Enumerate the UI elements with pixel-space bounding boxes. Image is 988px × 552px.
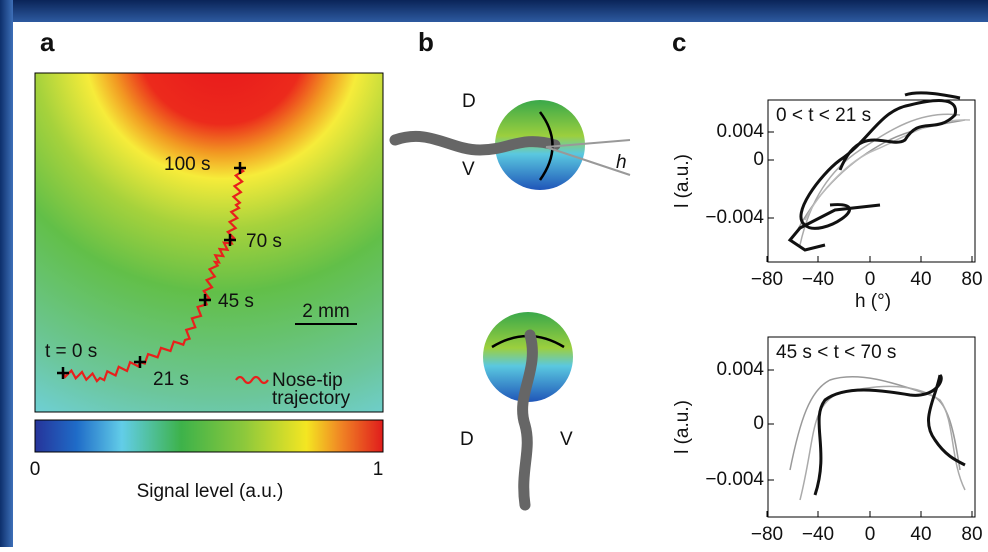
dorsal: D — [460, 429, 474, 450]
plots: 0 < t < 21 s l (a.u.) 0.004 0 −0.004 −80 −40 0 4… — [672, 91, 983, 545]
y-axis-label: l (a.u.) — [672, 154, 693, 208]
angle-lines — [545, 139, 631, 176]
dorsal: D — [462, 91, 476, 112]
y-tick-label: 0 — [753, 149, 764, 170]
x-tick-label: 80 — [961, 524, 982, 545]
worm — [389, 130, 561, 156]
x-tick-label: 80 — [961, 269, 982, 290]
ventral: V — [560, 429, 573, 450]
y-tick-label: 0.004 — [716, 359, 764, 380]
colorbar — [34, 419, 384, 453]
x-axis-label: h (°) — [855, 291, 891, 312]
annotation: 45 s — [218, 291, 254, 312]
legend-text: Nose-tip — [272, 370, 343, 391]
x-tick-label: 0 — [865, 269, 876, 290]
legend-text: trajectory — [272, 388, 351, 409]
markers — [57, 162, 246, 379]
plot-title: 0 < t < 21 s — [776, 105, 871, 126]
scale-label: 2 mm — [302, 301, 350, 322]
annotation: 70 s — [246, 231, 282, 252]
x-tick-label: −40 — [802, 524, 834, 545]
curve — [787, 203, 881, 252]
y-axis-label: l (a.u.) — [672, 400, 693, 454]
x-tick-label: −80 — [751, 269, 783, 290]
y-tick-label: −0.004 — [705, 207, 764, 228]
curve — [789, 376, 961, 471]
angle-label: h — [616, 152, 627, 173]
x-tick-label: 40 — [910, 524, 931, 545]
curve — [927, 374, 966, 467]
curve — [799, 113, 961, 246]
annotation: 21 s — [153, 369, 189, 390]
x-tick-label: 0 — [865, 524, 876, 545]
plot-frame — [767, 99, 976, 263]
panel-label: a — [40, 27, 55, 57]
colorbar-max: 1 — [373, 459, 384, 480]
frame-top — [0, 0, 988, 22]
ventral: V — [462, 159, 475, 180]
frame-left — [0, 0, 13, 547]
y-tick-label: 0 — [753, 413, 764, 434]
x-tick-label: −40 — [802, 269, 834, 290]
y-tick-label: 0.004 — [716, 121, 764, 142]
colorbar-label: Signal level (a.u.) — [137, 481, 284, 502]
legend-swatch — [235, 375, 269, 385]
curve — [904, 91, 961, 100]
annotation: 100 s — [164, 154, 210, 175]
plot-frame — [767, 336, 976, 518]
panel-label: b — [418, 27, 434, 57]
annotation: t = 0 s — [45, 341, 97, 362]
curve — [799, 385, 966, 501]
y-tick-label: −0.004 — [705, 469, 764, 490]
colorbar-min: 0 — [30, 459, 41, 480]
curve — [799, 99, 957, 230]
x-tick-label: 40 — [910, 269, 931, 290]
worm — [517, 329, 538, 511]
plot-title: 45 s < t < 70 s — [776, 342, 896, 363]
heatmap — [34, 72, 384, 413]
curve — [813, 373, 943, 496]
x-tick-label: −80 — [751, 524, 783, 545]
panel-label: c — [672, 27, 686, 57]
